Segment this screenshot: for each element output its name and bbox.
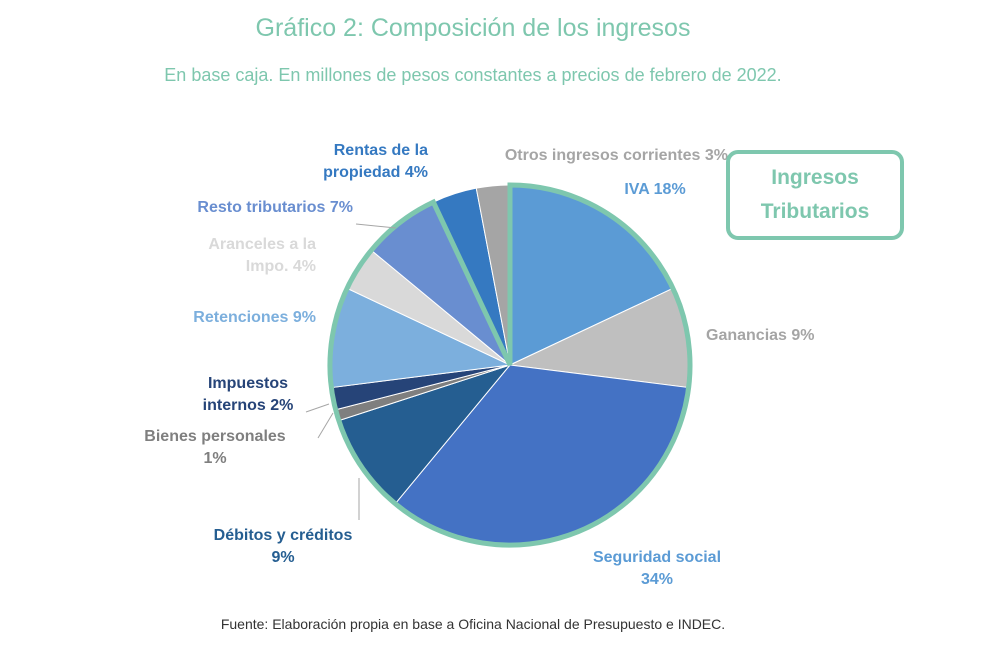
slice-label-iva: IVA 18% xyxy=(624,181,685,198)
slice-label-ganancias: Ganancias 9% xyxy=(706,327,815,344)
slice-label-aranceles-a-la-impo: Aranceles a la Impo. 4% xyxy=(208,236,316,275)
slice-label-seguridad-social: Seguridad social 34% xyxy=(593,549,721,588)
slice-label-resto-tributarios: Resto tributarios 7% xyxy=(197,199,353,216)
callout-line-1: Ingresos xyxy=(771,166,859,190)
slice-label-bienes-personales: Bienes personales 1% xyxy=(144,428,286,467)
chart-source: Fuente: Elaboración propia en base a Ofi… xyxy=(220,616,726,632)
chart-title: Gráfico 2: Composición de los ingresos xyxy=(255,14,691,42)
slice-label-debitos-y-creditos: Débitos y créditos 9% xyxy=(214,527,353,566)
slice-label-retenciones: Retenciones 9% xyxy=(193,309,316,326)
chart-subtitle: En base caja. En millones de pesos const… xyxy=(164,65,782,85)
slice-label-impuestos-internos: Impuestos internos 2% xyxy=(203,375,294,414)
leader-line-bienes-personales xyxy=(317,412,334,439)
ingresos-tributarios-callout: Ingresos Tributarios xyxy=(726,150,904,240)
slice-label-rentas-de-la-propiedad: Rentas de la propiedad 4% xyxy=(323,142,428,181)
tax-revenue-highlight-outline xyxy=(327,182,693,548)
slice-label-otros-ingresos-corrientes: Otros ingresos corrientes 3% xyxy=(505,147,728,164)
callout-line-2: Tributarios xyxy=(760,200,870,223)
leader-line-resto-tributarios xyxy=(355,223,397,229)
leader-line-impuestos-internos xyxy=(305,403,330,413)
